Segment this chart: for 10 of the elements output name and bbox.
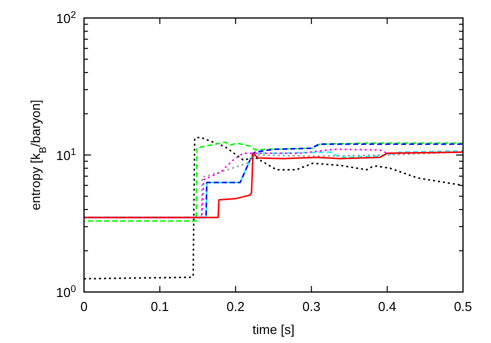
x-tick-label: 0.5 — [454, 299, 472, 314]
x-tick-label: 0.3 — [302, 299, 320, 314]
x-axis-title: time [s] — [252, 322, 294, 337]
x-tick-label: 0.1 — [150, 299, 169, 314]
x-tick-label: 0.2 — [226, 299, 245, 314]
y-tick-label: 10$^{2}$ — [56, 10, 76, 26]
x-tick-label: 0.4 — [378, 299, 396, 314]
y-tick-label: 10$^{1}$ — [56, 146, 76, 163]
y-tick-label: 10$^{0}$ — [56, 284, 77, 300]
x-tick-label: 0 — [80, 299, 88, 314]
